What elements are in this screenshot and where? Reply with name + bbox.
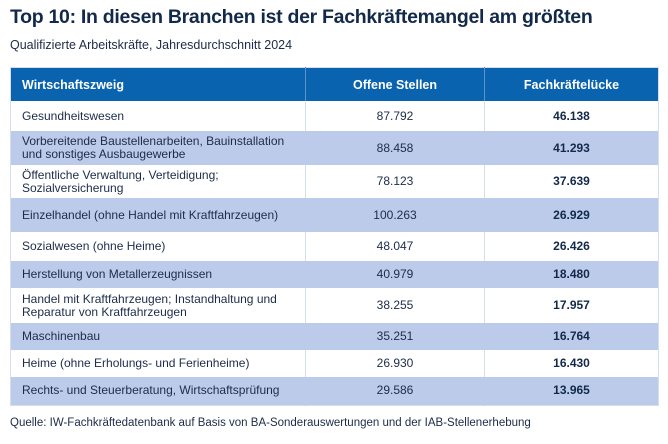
cell-offene-stellen: 48.047 <box>305 232 485 261</box>
cell-wirtschaftszweig: Sozialwesen (ohne Heime) <box>10 232 306 261</box>
table-row: Einzelhandel (ohne Handel mit Kraftfahrz… <box>10 198 659 232</box>
chart-title: Top 10: In diesen Branchen ist der Fachk… <box>10 6 593 28</box>
cell-wirtschaftszweig: Herstellung von Metallerzeugnissen <box>10 261 306 288</box>
cell-wirtschaftszweig: Heime (ohne Erholungs- und Ferienheime) <box>10 350 306 377</box>
table-row: Maschinenbau 35.251 16.764 <box>10 323 659 350</box>
cell-fachkraefteluecke: 13.965 <box>484 377 659 405</box>
cell-wirtschaftszweig: Rechts- und Steuerberatung, Wirtschaftsp… <box>10 377 306 405</box>
table-row: Heime (ohne Erholungs- und Ferienheime) 2… <box>10 350 659 377</box>
cell-fachkraefteluecke: 26.426 <box>553 239 590 253</box>
table-row: Herstellung von Metallerzeugnissen 40.979… <box>10 261 659 288</box>
cell-offene-stellen: 38.255 <box>305 288 485 323</box>
table-header-row: Wirtschaftszweig Offene Stellen Fachkräf… <box>10 67 659 101</box>
cell-wirtschaftszweig: Einzelhandel (ohne Handel mit Kraftfahrz… <box>10 198 306 232</box>
cell-fachkraefteluecke: 16.764 <box>484 323 659 350</box>
cell-fachkraefteluecke: 46.138 <box>553 108 590 123</box>
cell-offene-stellen: 88.458 <box>305 131 485 165</box>
table-row: Rechts- und Steuerberatung, Wirtschaftsp… <box>10 377 659 405</box>
cell-fachkraefteluecke: 37.639 <box>553 174 590 188</box>
cell-offene-stellen: 26.930 <box>305 350 485 377</box>
data-table: Wirtschaftszweig Offene Stellen Fachkräf… <box>10 67 659 406</box>
cell-fachkraefteluecke: 18.480 <box>484 261 659 288</box>
column-header-wirtschaftszweig: Wirtschaftszweig <box>10 67 306 101</box>
cell-fachkraefteluecke: 17.957 <box>553 298 590 312</box>
cell-wirtschaftszweig: Handel mit Kraftfahrzeugen; Instandhaltu… <box>10 288 306 323</box>
table-row: Sozialwesen (ohne Heime) 48.047 26.426 <box>10 232 659 261</box>
cell-offene-stellen: 29.586 <box>305 377 485 405</box>
cell-offene-stellen: 100.263 <box>305 198 485 232</box>
cell-offene-stellen: 78.123 <box>305 165 485 198</box>
cell-wirtschaftszweig: Öffentliche Verwaltung, Verteidigung; So… <box>10 165 306 198</box>
column-header-offene-stellen: Offene Stellen <box>305 67 485 101</box>
cell-wirtschaftszweig: Vorbereitende Baustellenarbeiten, Bauins… <box>10 131 306 165</box>
table-row: Handel mit Kraftfahrzeugen; Instandhaltu… <box>10 288 659 323</box>
cell-offene-stellen: 40.979 <box>305 261 485 288</box>
source-note: Quelle: IW-Fachkräftedatenbank auf Basis… <box>10 417 531 429</box>
cell-fachkraefteluecke: 16.430 <box>553 356 590 370</box>
cell-fachkraefteluecke: 41.293 <box>484 131 659 165</box>
cell-offene-stellen: 87.792 <box>305 101 485 131</box>
cell-wirtschaftszweig: Maschinenbau <box>10 323 306 350</box>
column-header-fachkraefteluecke: Fachkräftelücke <box>484 67 659 101</box>
cell-wirtschaftszweig: Gesundheitswesen <box>10 101 306 131</box>
cell-fachkraefteluecke: 26.929 <box>484 198 659 232</box>
table-row: Öffentliche Verwaltung, Verteidigung; So… <box>10 165 659 198</box>
table-row: Gesundheitswesen 87.792 46.138 <box>10 101 659 131</box>
table-row: Vorbereitende Baustellenarbeiten, Bauins… <box>10 131 659 165</box>
cell-offene-stellen: 35.251 <box>305 323 485 350</box>
chart-subtitle: Qualifizierte Arbeitskräfte, Jahresdurch… <box>10 38 293 52</box>
